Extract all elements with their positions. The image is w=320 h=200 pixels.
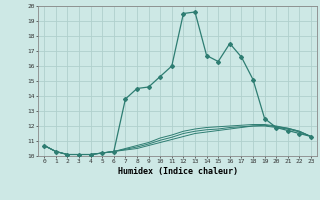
X-axis label: Humidex (Indice chaleur): Humidex (Indice chaleur) — [118, 167, 238, 176]
